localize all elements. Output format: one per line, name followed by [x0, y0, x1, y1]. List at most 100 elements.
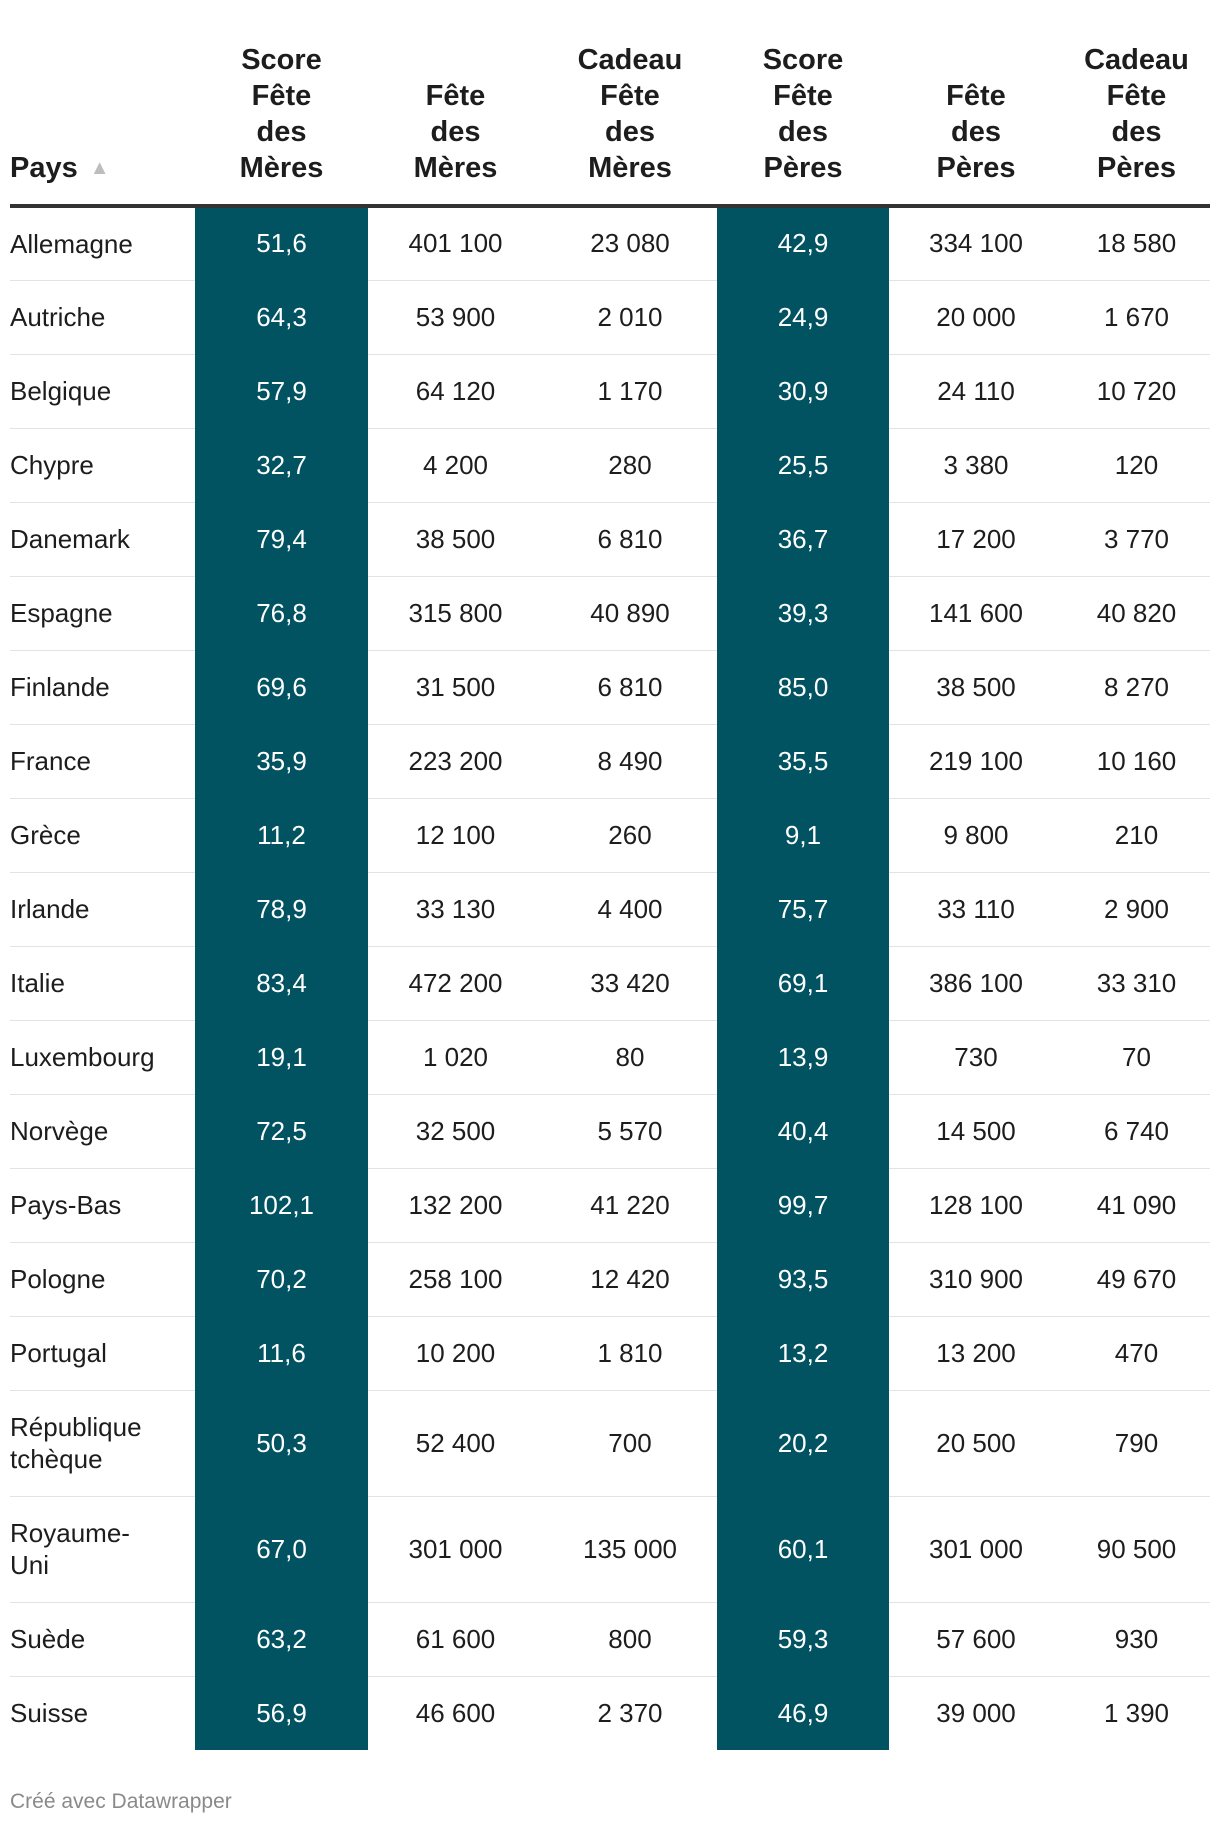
cell-score_peres: 35,5 — [717, 724, 889, 799]
sort-ascending-icon[interactable]: ▲ — [89, 157, 110, 179]
cell-fete_peres: 730 — [889, 1020, 1063, 1095]
column-header-cadeau_meres[interactable]: Cadeau Fête des Mères — [543, 0, 717, 208]
cell-fete_peres: 33 110 — [889, 872, 1063, 947]
column-header-cadeau_peres[interactable]: Cadeau Fête des Pères — [1063, 0, 1210, 208]
cell-score_peres: 42,9 — [717, 206, 889, 281]
cell-fete_peres: 20 000 — [889, 280, 1063, 355]
cell-pays: Luxembourg — [10, 1020, 195, 1095]
cell-pays-line: Allemagne — [10, 228, 133, 259]
cell-fete_meres: 1 020 — [368, 1020, 543, 1095]
column-header-fete_meres[interactable]: Fête des Mères — [368, 0, 543, 208]
cell-score_peres: 59,3 — [717, 1602, 889, 1677]
cell-fete_meres: 31 500 — [368, 650, 543, 725]
cell-fete_peres: 310 900 — [889, 1242, 1063, 1317]
cell-score_meres: 11,2 — [195, 798, 368, 873]
cell-cadeau_meres: 135 000 — [543, 1496, 717, 1603]
cell-score_meres: 19,1 — [195, 1020, 368, 1095]
column-header-label: Pays — [10, 150, 78, 186]
cell-cadeau_meres: 260 — [543, 798, 717, 873]
cell-cadeau_peres: 40 820 — [1063, 576, 1210, 651]
cell-pays-line: Suisse — [10, 1698, 89, 1729]
cell-fete_peres: 3 380 — [889, 428, 1063, 503]
column-header-label-line: Fête — [600, 80, 660, 112]
cell-cadeau_peres: 930 — [1063, 1602, 1210, 1677]
column-header-label: Cadeau Fête des Mères — [578, 42, 683, 186]
cell-fete_meres: 258 100 — [368, 1242, 543, 1317]
cell-cadeau_peres: 41 090 — [1063, 1168, 1210, 1243]
cell-fete_meres: 46 600 — [415, 1697, 496, 1728]
cell-fete_meres: 223 200 — [368, 724, 543, 799]
cell-fete_meres: 301 000 — [368, 1496, 543, 1603]
cell-pays: Allemagne — [10, 206, 195, 281]
data-table-container: Pays ▲ Score Fête des Mères Fête des Mères Cadeau… — [10, 0, 1210, 1750]
cell-fete_meres: 401 100 — [368, 206, 543, 281]
cell-fete_peres: 38 500 — [889, 650, 1063, 725]
cell-pays-line: Autriche — [10, 302, 106, 332]
cell-score_meres: 83,4 — [195, 946, 368, 1021]
cell-pays-line: Suède — [10, 1624, 86, 1654]
cell-fete_peres: 141 600 — [889, 576, 1063, 651]
cell-score_meres: 79,4 — [195, 502, 368, 577]
cell-cadeau_peres: 3 770 — [1063, 502, 1210, 577]
column-header-score_peres[interactable]: Score Fête des Pères — [717, 0, 889, 208]
cell-pays: Italie — [10, 946, 195, 1021]
cell-pays-line: Belgique — [10, 376, 112, 406]
column-header-label-line: des — [256, 116, 307, 148]
column-header-label-line: des — [430, 116, 481, 148]
cell-pays: Autriche — [10, 280, 195, 355]
cell-fete_meres: 53 900 — [368, 280, 543, 355]
cell-pays: République tchèque — [10, 1390, 195, 1497]
cell-cadeau_peres: 49 670 — [1063, 1242, 1210, 1317]
cell-pays-line: Finlande — [10, 672, 110, 702]
cell-cadeau_meres: 33 420 — [543, 946, 717, 1021]
column-header-label-line: Fête — [773, 80, 833, 112]
table-row: Irlande 78,9 33 130 4 400 75,7 33 110 2 900 — [10, 872, 1210, 947]
cell-cadeau_peres: 790 — [1063, 1390, 1210, 1497]
cell-pays: Chypre — [10, 428, 195, 503]
cell-cadeau_meres: 40 890 — [543, 576, 717, 651]
cell-fete_peres: 219 100 — [889, 724, 1063, 799]
table-row: Royaume- Uni 67,0 301 000 135 000 60,1 301 000… — [10, 1496, 1210, 1603]
cell-fete_peres: 9 800 — [889, 798, 1063, 873]
cell-fete_meres: 10 200 — [368, 1316, 543, 1391]
cell-cadeau_meres: 4 400 — [543, 872, 717, 947]
table-row: Portugal 11,6 10 200 1 810 13,2 13 200 470 — [10, 1316, 1210, 1391]
table-row: Suisse 56,9 46 600 2 370 46,9 39 000 1 390 — [10, 1676, 1210, 1750]
cell-score_meres: 72,5 — [195, 1094, 368, 1169]
cell-cadeau_peres: 10 160 — [1063, 724, 1210, 799]
cell-cadeau_peres: 90 500 — [1063, 1496, 1210, 1603]
cell-pays-line: Italie — [10, 968, 65, 998]
column-header-label-line: Fête — [425, 80, 486, 112]
column-header-label-line: Pays — [10, 152, 78, 184]
column-header-label-line: Fête — [1106, 80, 1167, 112]
cell-score_peres: 60,1 — [717, 1496, 889, 1603]
cell-pays-line: tchèque — [10, 1444, 103, 1474]
cell-score_meres: 102,1 — [195, 1168, 368, 1243]
cell-cadeau_peres: 1 670 — [1063, 280, 1210, 355]
cell-pays: Royaume- Uni — [10, 1496, 195, 1603]
column-header-label-line: Mères — [239, 152, 324, 184]
cell-cadeau_meres: 12 420 — [543, 1242, 717, 1317]
table-row: Pays-Bas 102,1 132 200 41 220 99,7 128 100 41 … — [10, 1168, 1210, 1243]
cell-fete_peres: 13 200 — [889, 1316, 1063, 1391]
column-header-label-line: Fête — [946, 80, 1006, 112]
cell-score_peres: 9,1 — [717, 798, 889, 873]
cell-score_meres: 63,2 — [195, 1602, 368, 1677]
cell-score_peres: 75,7 — [717, 872, 889, 947]
table-row: Finlande 69,6 31 500 6 810 85,0 38 500 8 270 — [10, 650, 1210, 725]
cell-score_peres: 40,4 — [717, 1094, 889, 1169]
cell-cadeau_peres: 210 — [1063, 798, 1210, 873]
cell-score_peres: 25,5 — [717, 428, 889, 503]
column-header-fete_peres[interactable]: Fête des Pères — [889, 0, 1063, 208]
cell-cadeau_meres: 280 — [543, 428, 717, 503]
cell-score_peres: 46,9 — [717, 1676, 889, 1750]
cell-cadeau_meres: 23 080 — [543, 206, 717, 281]
cell-pays: Portugal — [10, 1316, 195, 1391]
cell-cadeau_peres: 2 900 — [1063, 872, 1210, 947]
column-header-label-line: Mères — [588, 152, 672, 184]
table-body: Allemagne 51,6 401 100 23 080 42,9 334 100 18 … — [10, 206, 1210, 1750]
column-header-pays[interactable]: Pays ▲ — [10, 0, 195, 208]
column-header-score_meres[interactable]: Score Fête des Mères — [195, 0, 368, 208]
cell-pays-line: République — [10, 1412, 142, 1442]
cell-score_peres: 13,2 — [717, 1316, 889, 1391]
